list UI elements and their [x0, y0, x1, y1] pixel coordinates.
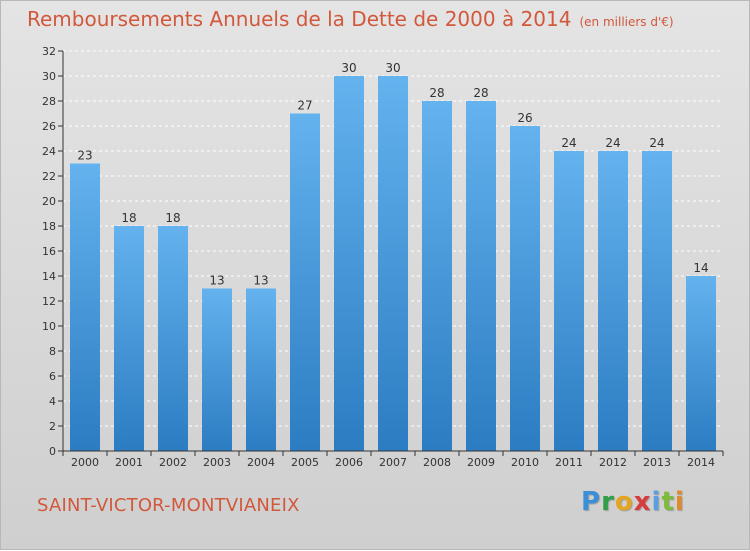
y-tick-label: 20 — [42, 195, 56, 208]
bar-value-label: 30 — [385, 61, 400, 75]
bar — [686, 276, 716, 451]
y-tick-label: 26 — [42, 120, 56, 133]
y-tick-label: 0 — [49, 445, 56, 458]
bar — [114, 226, 144, 451]
bar-value-label: 13 — [253, 274, 268, 288]
x-tick-label: 2007 — [379, 456, 407, 469]
y-tick-label: 32 — [42, 45, 56, 58]
bar — [642, 151, 672, 451]
y-tick-label: 4 — [49, 395, 56, 408]
bar — [246, 288, 276, 451]
bar — [334, 76, 364, 451]
bar — [290, 113, 320, 451]
bar-value-label: 28 — [429, 86, 444, 100]
bar — [158, 226, 188, 451]
bar — [422, 101, 452, 451]
bar-value-label: 24 — [561, 136, 576, 150]
bar — [554, 151, 584, 451]
bar-value-label: 13 — [209, 274, 224, 288]
x-tick-label: 2005 — [291, 456, 319, 469]
bar-value-label: 30 — [341, 61, 356, 75]
bar — [202, 288, 232, 451]
x-tick-label: 2008 — [423, 456, 451, 469]
bar-value-label: 27 — [297, 99, 312, 113]
x-tick-label: 2009 — [467, 456, 495, 469]
bar-value-label: 24 — [605, 136, 620, 150]
y-tick-label: 30 — [42, 70, 56, 83]
location-name: SAINT-VICTOR-MONTVIANEIX — [37, 495, 300, 516]
bar — [70, 163, 100, 451]
y-tick-label: 2 — [49, 420, 56, 433]
bar-value-label: 18 — [121, 211, 136, 225]
x-tick-label: 2014 — [687, 456, 715, 469]
y-tick-label: 28 — [42, 95, 56, 108]
y-tick-label: 6 — [49, 370, 56, 383]
y-tick-label: 14 — [42, 270, 56, 283]
chart-title: Remboursements Annuels de la Dette de 20… — [27, 7, 674, 31]
y-tick-label: 8 — [49, 345, 56, 358]
y-tick-label: 16 — [42, 245, 56, 258]
proxiti-logo[interactable]: Proxiti — [581, 487, 685, 517]
x-tick-label: 2002 — [159, 456, 187, 469]
bar — [598, 151, 628, 451]
x-tick-label: 2012 — [599, 456, 627, 469]
bar-value-label: 26 — [517, 111, 532, 125]
x-tick-label: 2010 — [511, 456, 539, 469]
x-tick-label: 2001 — [115, 456, 143, 469]
y-tick-label: 22 — [42, 170, 56, 183]
chart-unit: (en milliers d'€) — [579, 15, 674, 29]
x-tick-label: 2004 — [247, 456, 275, 469]
x-tick-label: 2003 — [203, 456, 231, 469]
y-tick-label: 24 — [42, 145, 56, 158]
x-tick-label: 2011 — [555, 456, 583, 469]
y-tick-label: 12 — [42, 295, 56, 308]
bar — [510, 126, 540, 451]
y-tick-label: 18 — [42, 220, 56, 233]
x-tick-label: 2006 — [335, 456, 363, 469]
bar — [378, 76, 408, 451]
x-tick-label: 2013 — [643, 456, 671, 469]
y-tick-label: 10 — [42, 320, 56, 333]
chart-title-text: Remboursements Annuels de la Dette de 20… — [27, 7, 572, 31]
bar-value-label: 14 — [693, 261, 708, 275]
bar-value-label: 23 — [77, 149, 92, 163]
bar-value-label: 28 — [473, 86, 488, 100]
bar-value-label: 18 — [165, 211, 180, 225]
x-tick-label: 2000 — [71, 456, 99, 469]
bar-value-label: 24 — [649, 136, 664, 150]
bar — [466, 101, 496, 451]
